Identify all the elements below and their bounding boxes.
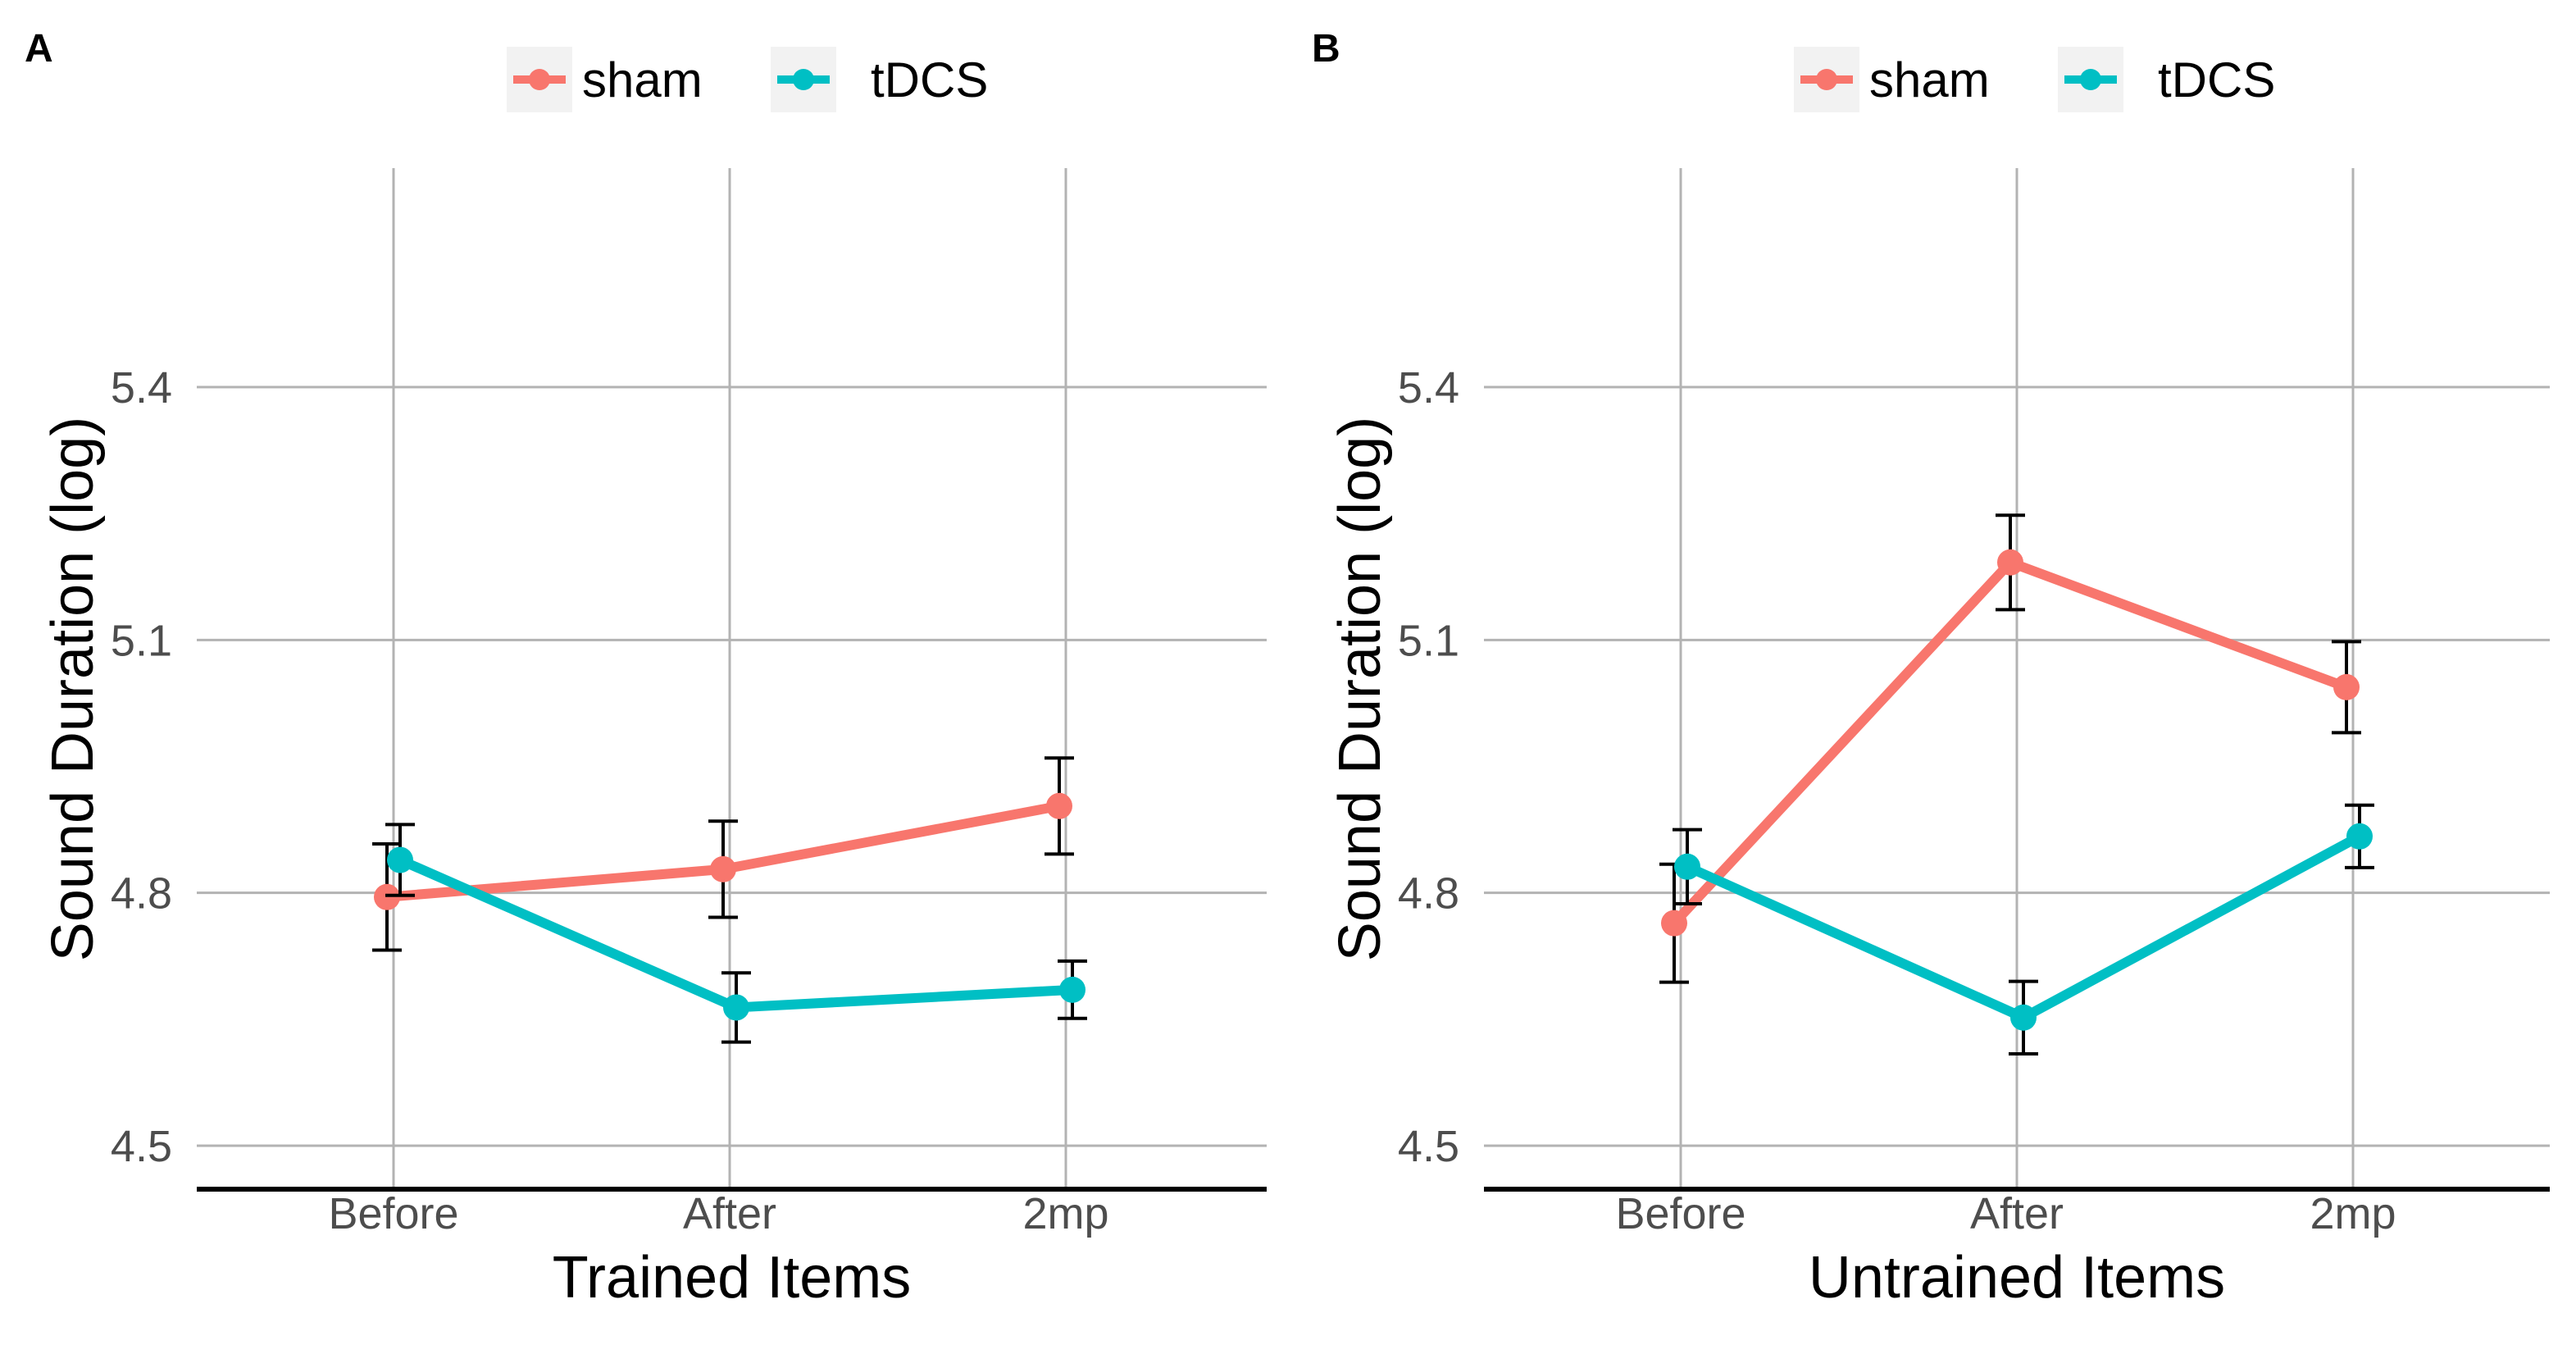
legend: sham tDCS (1794, 47, 2275, 112)
legend-key-tdcs (2058, 47, 2123, 112)
x-tick-label: After (683, 1189, 776, 1238)
y-tick-label: 4.5 (111, 1122, 172, 1171)
legend-key-point (2080, 69, 2101, 90)
legend-key-point (529, 69, 550, 90)
series-tdcs (385, 823, 1087, 1044)
legend-key-point (1816, 69, 1837, 90)
data-point-sham (374, 883, 400, 910)
legend-label-tdcs: tDCS (871, 52, 988, 107)
x-tick-label: Before (1615, 1189, 1745, 1238)
x-tick-label: Before (328, 1189, 458, 1238)
legend-key-point (793, 69, 814, 90)
legend-key-tdcs (771, 47, 836, 112)
series-tdcs (1673, 803, 2374, 1055)
data-point-sham (1997, 549, 2023, 576)
data-point-tdcs (2010, 1004, 2037, 1031)
y-tick-label: 5.1 (111, 616, 172, 665)
series-line-sham (1670, 557, 2349, 927)
panel-letter: B (1312, 27, 1340, 71)
gridlines (1484, 168, 2550, 1189)
data-point-tdcs (2346, 823, 2373, 850)
gridlines (197, 168, 1267, 1189)
data-point-sham (1661, 910, 1687, 937)
legend-label-sham: sham (582, 52, 703, 107)
series-sham (1659, 513, 2361, 984)
x-tick-label: After (1970, 1189, 2064, 1238)
y-tick-label: 4.8 (111, 869, 172, 919)
y-axis-title: Sound Duration (log) (1327, 417, 1393, 961)
series-sham (372, 756, 1074, 952)
data-point-sham (2333, 673, 2360, 700)
panel-letter: A (25, 27, 53, 71)
y-tick-label: 4.8 (1398, 869, 1459, 919)
data-point-tdcs (1059, 976, 1085, 1003)
y-tick-label: 5.1 (1398, 616, 1459, 665)
x-tick-label: 2mp (1022, 1189, 1108, 1238)
legend-label-tdcs: tDCS (2158, 52, 2275, 107)
data-point-tdcs (723, 994, 749, 1021)
data-point-sham (1046, 792, 1072, 819)
y-tick-label: 5.4 (1398, 363, 1459, 413)
y-tick-label: 5.4 (111, 363, 172, 413)
x-axis-title: Trained Items (553, 1245, 911, 1311)
data-point-tdcs (387, 846, 413, 873)
legend: sham tDCS (507, 47, 988, 112)
legend-key-sham (507, 47, 572, 112)
legend-key-sham (1794, 47, 1859, 112)
data-point-sham (710, 855, 736, 882)
data-point-tdcs (1674, 853, 1700, 880)
x-axis-title: Untrained Items (1809, 1245, 2225, 1311)
legend-label-sham: sham (1869, 52, 1990, 107)
y-axis-title: Sound Duration (log) (40, 417, 106, 961)
x-tick-label: 2mp (2310, 1189, 2396, 1238)
y-tick-label: 4.5 (1398, 1122, 1459, 1171)
